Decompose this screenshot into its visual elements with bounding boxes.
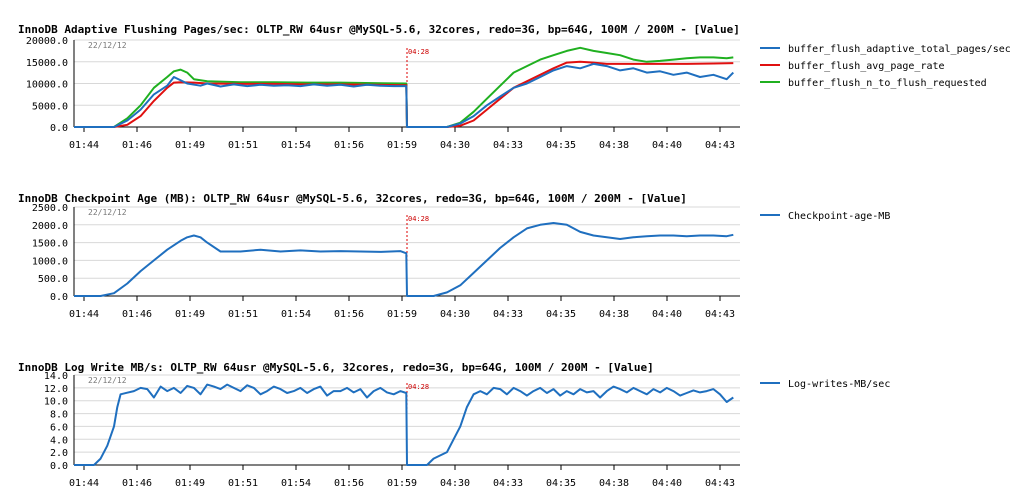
x-tick-label: 01:46 xyxy=(122,140,152,151)
y-tick-label: 6.0 xyxy=(50,422,68,433)
series-line xyxy=(74,62,735,128)
y-tick-label: 500.0 xyxy=(38,274,68,285)
y-tick-label: 1000.0 xyxy=(32,256,68,267)
chart-title: InnoDB Log Write MB/s: OLTP_RW 64usr @My… xyxy=(18,361,654,374)
x-tick-label: 01:46 xyxy=(122,309,152,320)
x-tick-label: 04:43 xyxy=(705,309,735,320)
y-tick-label: 10.0 xyxy=(44,397,68,408)
x-tick-label: 01:49 xyxy=(175,478,205,489)
y-tick-label: 12.0 xyxy=(44,384,68,395)
legend-label: buffer_flush_adaptive_total_pages/sec xyxy=(788,44,1011,55)
x-tick-label: 01:59 xyxy=(387,309,417,320)
legend-label: buffer_flush_avg_page_rate xyxy=(788,61,945,72)
legend-label: buffer_flush_n_to_flush_requested xyxy=(788,78,987,89)
x-tick-label: 01:44 xyxy=(69,140,99,151)
chart-panel-3: InnoDB Log Write MB/s: OLTP_RW 64usr @My… xyxy=(18,361,890,489)
x-tick-label: 04:38 xyxy=(599,309,629,320)
date-label: 22/12/12 xyxy=(88,208,127,217)
y-tick-label: 2500.0 xyxy=(32,203,68,214)
date-label: 22/12/12 xyxy=(88,376,127,385)
x-tick-label: 01:56 xyxy=(334,140,364,151)
legend-label: Checkpoint-age-MB xyxy=(788,211,890,222)
y-tick-label: 0.0 xyxy=(50,461,68,472)
chart-panel-1: InnoDB Adaptive Flushing Pages/sec: OLTP… xyxy=(18,23,1011,151)
x-tick-label: 04:30 xyxy=(440,140,470,151)
x-tick-label: 01:51 xyxy=(228,478,258,489)
x-tick-label: 04:43 xyxy=(705,140,735,151)
series-line xyxy=(74,46,734,128)
x-tick-label: 04:35 xyxy=(546,140,576,151)
chart-title: InnoDB Checkpoint Age (MB): OLTP_RW 64us… xyxy=(18,192,687,205)
x-tick-label: 01:56 xyxy=(334,478,364,489)
x-tick-label: 04:40 xyxy=(652,478,682,489)
x-tick-label: 01:54 xyxy=(281,140,311,151)
x-tick-label: 04:33 xyxy=(493,140,523,151)
x-tick-label: 04:40 xyxy=(652,140,682,151)
chart-title: InnoDB Adaptive Flushing Pages/sec: OLTP… xyxy=(18,23,740,36)
y-tick-label: 2000.0 xyxy=(32,221,68,232)
x-tick-label: 01:46 xyxy=(122,478,152,489)
x-tick-label: 04:35 xyxy=(546,309,576,320)
x-tick-label: 04:30 xyxy=(440,478,470,489)
time-gap-marker-label: 04:28 xyxy=(408,383,429,391)
y-tick-label: 20000.0 xyxy=(26,36,68,47)
time-gap-marker-label: 04:28 xyxy=(408,215,429,223)
y-tick-label: 14.0 xyxy=(44,371,68,382)
x-tick-label: 01:54 xyxy=(281,478,311,489)
y-tick-label: 1500.0 xyxy=(32,239,68,250)
x-tick-label: 04:33 xyxy=(493,478,523,489)
y-tick-label: 0.0 xyxy=(50,292,68,303)
series-line xyxy=(74,222,734,297)
x-tick-label: 04:33 xyxy=(493,309,523,320)
x-tick-label: 04:35 xyxy=(546,478,576,489)
x-tick-label: 01:59 xyxy=(387,478,417,489)
x-tick-label: 01:49 xyxy=(175,140,205,151)
y-tick-label: 0.0 xyxy=(50,123,68,134)
x-tick-label: 04:38 xyxy=(599,478,629,489)
x-tick-label: 04:38 xyxy=(599,140,629,151)
y-tick-label: 4.0 xyxy=(50,435,68,446)
chart-panel-2: InnoDB Checkpoint Age (MB): OLTP_RW 64us… xyxy=(18,192,890,320)
y-tick-label: 5000.0 xyxy=(32,101,68,112)
y-tick-label: 10000.0 xyxy=(26,80,68,91)
x-tick-label: 01:44 xyxy=(69,309,99,320)
x-tick-label: 01:54 xyxy=(281,309,311,320)
x-tick-label: 01:44 xyxy=(69,478,99,489)
time-gap-marker-label: 04:28 xyxy=(408,48,429,56)
x-tick-label: 01:51 xyxy=(228,140,258,151)
y-tick-label: 15000.0 xyxy=(26,58,68,69)
y-tick-label: 2.0 xyxy=(50,448,68,459)
x-tick-label: 01:49 xyxy=(175,309,205,320)
series-line xyxy=(74,383,734,466)
x-tick-label: 04:30 xyxy=(440,309,470,320)
legend-label: Log-writes-MB/sec xyxy=(788,379,890,390)
x-tick-label: 04:40 xyxy=(652,309,682,320)
y-tick-label: 8.0 xyxy=(50,410,68,421)
x-tick-label: 01:56 xyxy=(334,309,364,320)
date-label: 22/12/12 xyxy=(88,41,127,50)
x-tick-label: 04:43 xyxy=(705,478,735,489)
x-tick-label: 01:59 xyxy=(387,140,417,151)
x-tick-label: 01:51 xyxy=(228,309,258,320)
